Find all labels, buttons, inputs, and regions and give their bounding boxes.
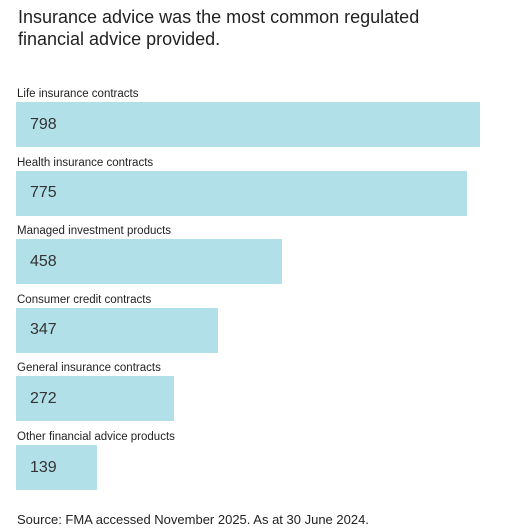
bar: 347 bbox=[16, 307, 218, 353]
bar-value-label: 775 bbox=[30, 184, 57, 202]
category-label: Health insurance contracts bbox=[17, 156, 154, 169]
chart-source: Source: FMA accessed November 2025. As a… bbox=[17, 512, 369, 527]
bar-value-label: 458 bbox=[30, 252, 57, 270]
category-label: Consumer credit contracts bbox=[17, 293, 152, 306]
bar: 798 bbox=[16, 102, 480, 147]
bar: 458 bbox=[16, 239, 282, 285]
category-label: Life insurance contracts bbox=[17, 88, 139, 100]
category-label: Managed investment products bbox=[17, 225, 172, 238]
bar: 775 bbox=[16, 170, 467, 216]
bar-value-label: 139 bbox=[30, 458, 57, 476]
bar-value-label: 347 bbox=[30, 321, 57, 339]
bar-value-label: 798 bbox=[30, 115, 57, 133]
bar: 272 bbox=[16, 376, 174, 422]
bar: 139 bbox=[16, 445, 97, 490]
category-label: Other financial advice products bbox=[17, 431, 175, 443]
category-label: General insurance contracts bbox=[17, 362, 161, 375]
bar-value-label: 272 bbox=[30, 389, 57, 407]
chart-title: Insurance advice was the most common reg… bbox=[18, 7, 420, 49]
